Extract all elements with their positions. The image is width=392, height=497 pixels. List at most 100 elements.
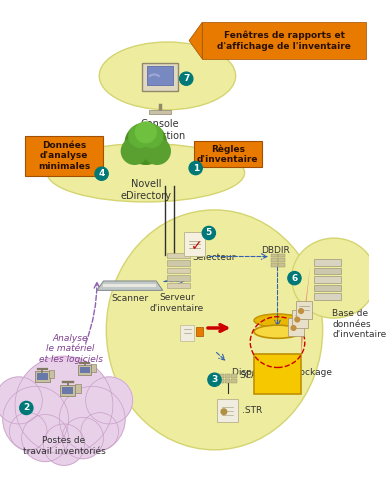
- FancyBboxPatch shape: [218, 379, 224, 383]
- Text: Fenêtres de rapports et
d'affichage de l'inventaire: Fenêtres de rapports et d'affichage de l…: [217, 31, 351, 51]
- FancyBboxPatch shape: [167, 260, 190, 266]
- FancyBboxPatch shape: [314, 276, 341, 283]
- Circle shape: [3, 386, 69, 452]
- Circle shape: [208, 373, 221, 386]
- Circle shape: [81, 413, 118, 450]
- FancyBboxPatch shape: [60, 385, 75, 396]
- FancyBboxPatch shape: [314, 259, 341, 266]
- FancyBboxPatch shape: [184, 232, 205, 256]
- Text: Analyse
le matériel
et les logiciels: Analyse le matériel et les logiciels: [38, 334, 103, 364]
- FancyBboxPatch shape: [49, 370, 54, 378]
- Polygon shape: [97, 281, 163, 290]
- Text: .STR: .STR: [242, 406, 262, 415]
- Circle shape: [122, 138, 148, 165]
- FancyBboxPatch shape: [62, 387, 73, 394]
- Circle shape: [43, 424, 85, 465]
- FancyBboxPatch shape: [271, 258, 278, 262]
- FancyBboxPatch shape: [225, 374, 230, 378]
- Circle shape: [59, 386, 125, 452]
- Circle shape: [0, 377, 42, 424]
- Circle shape: [85, 377, 132, 424]
- FancyBboxPatch shape: [149, 110, 171, 113]
- FancyBboxPatch shape: [254, 354, 301, 394]
- Text: Postes de
travail inventoriés: Postes de travail inventoriés: [23, 436, 105, 456]
- Text: Serveur
d'inventaire: Serveur d'inventaire: [150, 293, 204, 313]
- FancyBboxPatch shape: [314, 293, 341, 300]
- Text: 7: 7: [183, 74, 189, 83]
- Polygon shape: [202, 22, 366, 59]
- FancyBboxPatch shape: [194, 141, 261, 167]
- FancyBboxPatch shape: [142, 63, 178, 91]
- FancyBboxPatch shape: [180, 325, 194, 340]
- Circle shape: [15, 356, 113, 454]
- Ellipse shape: [254, 314, 301, 327]
- FancyBboxPatch shape: [296, 301, 312, 319]
- FancyBboxPatch shape: [225, 379, 230, 383]
- FancyBboxPatch shape: [314, 268, 341, 274]
- Circle shape: [140, 125, 163, 148]
- Text: 1: 1: [192, 164, 199, 172]
- Circle shape: [144, 138, 170, 165]
- Ellipse shape: [99, 42, 236, 110]
- Text: Règles
d'inventaire: Règles d'inventaire: [197, 144, 258, 164]
- Text: Dispositif de stockage: Dispositif de stockage: [232, 367, 332, 377]
- FancyBboxPatch shape: [103, 284, 156, 287]
- FancyBboxPatch shape: [75, 384, 80, 393]
- Text: Novell
eDirectory: Novell eDirectory: [120, 179, 171, 201]
- Circle shape: [202, 227, 216, 240]
- Polygon shape: [189, 22, 202, 59]
- Ellipse shape: [47, 144, 245, 202]
- Circle shape: [95, 167, 108, 180]
- FancyBboxPatch shape: [142, 150, 150, 164]
- FancyBboxPatch shape: [218, 374, 224, 378]
- Circle shape: [20, 402, 33, 414]
- FancyBboxPatch shape: [231, 374, 237, 378]
- FancyBboxPatch shape: [91, 364, 96, 372]
- Circle shape: [221, 409, 227, 414]
- FancyBboxPatch shape: [292, 310, 308, 328]
- Ellipse shape: [106, 210, 323, 450]
- Circle shape: [129, 125, 151, 148]
- FancyBboxPatch shape: [314, 285, 341, 291]
- Circle shape: [125, 123, 167, 165]
- FancyBboxPatch shape: [25, 136, 103, 175]
- Polygon shape: [301, 264, 310, 356]
- Ellipse shape: [292, 238, 376, 318]
- Text: 5: 5: [206, 229, 212, 238]
- Circle shape: [9, 413, 47, 450]
- FancyBboxPatch shape: [167, 253, 190, 258]
- Circle shape: [22, 414, 69, 462]
- Text: Données
d'analyse
minimales: Données d'analyse minimales: [38, 141, 90, 171]
- FancyBboxPatch shape: [147, 67, 173, 85]
- Text: Sélecteur: Sélecteur: [193, 253, 236, 262]
- Circle shape: [180, 72, 193, 85]
- Text: Console
de gestion: Console de gestion: [134, 119, 185, 141]
- Circle shape: [299, 309, 303, 314]
- FancyBboxPatch shape: [278, 253, 285, 257]
- FancyBboxPatch shape: [289, 318, 304, 336]
- Text: 2: 2: [23, 404, 29, 413]
- FancyBboxPatch shape: [271, 253, 278, 257]
- Circle shape: [288, 271, 301, 285]
- Circle shape: [136, 122, 156, 143]
- FancyBboxPatch shape: [271, 263, 278, 267]
- Text: 3: 3: [211, 375, 218, 384]
- Circle shape: [295, 317, 299, 322]
- Text: ✓: ✓: [191, 239, 202, 253]
- FancyBboxPatch shape: [278, 258, 285, 262]
- FancyBboxPatch shape: [80, 367, 90, 373]
- FancyBboxPatch shape: [37, 373, 47, 380]
- Text: DBDIR: DBDIR: [261, 246, 290, 255]
- Text: Base de
données
d'inventaire: Base de données d'inventaire: [332, 309, 387, 339]
- Ellipse shape: [254, 325, 301, 338]
- FancyBboxPatch shape: [35, 371, 49, 382]
- FancyBboxPatch shape: [278, 263, 285, 267]
- Text: 6: 6: [291, 274, 298, 283]
- FancyBboxPatch shape: [167, 268, 190, 273]
- FancyBboxPatch shape: [196, 327, 203, 336]
- FancyBboxPatch shape: [78, 365, 91, 375]
- Circle shape: [291, 326, 296, 331]
- Text: Scanner: Scanner: [111, 294, 149, 303]
- FancyBboxPatch shape: [167, 283, 190, 288]
- Text: SCANDIR: SCANDIR: [239, 371, 279, 380]
